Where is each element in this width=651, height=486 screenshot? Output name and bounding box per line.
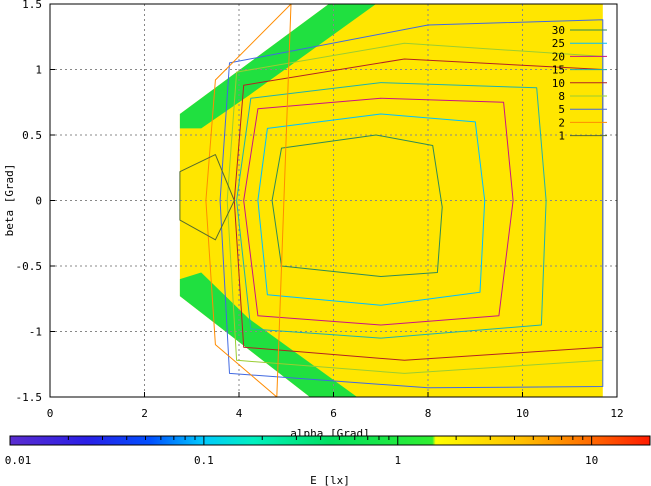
legend-label: 2 — [558, 116, 565, 129]
y-tick-label: 1.5 — [22, 0, 42, 11]
contour-line-30 — [271, 134, 443, 277]
contour-line-1 — [179, 154, 235, 241]
contour-line-10 — [233, 58, 604, 361]
y-axis-label: beta [Grad] — [3, 164, 16, 237]
legend-label: 8 — [558, 90, 565, 103]
colorbar-gradient — [9, 435, 651, 446]
contour-line-2 — [205, 4, 292, 397]
colorbar-tick-label: 10 — [585, 454, 598, 467]
x-tick-label: 0 — [47, 407, 54, 420]
colorbar-tick-label: 0.1 — [194, 454, 214, 467]
x-tick-label: 2 — [141, 407, 148, 420]
contour-line-20 — [243, 97, 514, 326]
y-tick-label: 0 — [35, 195, 42, 208]
y-tick-label: 1 — [35, 64, 42, 77]
colorbar: 0.01 0.1 1 10 — [5, 435, 651, 467]
contour-line-8 — [226, 42, 604, 374]
contour-line-25 — [257, 113, 486, 306]
legend-label: 30 — [552, 24, 565, 37]
y-tick-label: -0.5 — [16, 260, 43, 273]
x-tick-label: 4 — [236, 407, 243, 420]
grid-lines — [50, 4, 617, 397]
contour-lines — [179, 4, 604, 397]
x-tick-label: 12 — [610, 407, 623, 420]
colorbar-label: E [lx] — [310, 474, 350, 486]
contour-line-15 — [236, 82, 547, 339]
heatmap-edge-bottom — [179, 4, 376, 129]
x-tick-label: 8 — [425, 407, 432, 420]
legend-label: 5 — [558, 103, 565, 116]
colorbar-tick-label: 0.01 — [5, 454, 32, 467]
x-tick-label: 6 — [330, 407, 337, 420]
legend-label: 15 — [552, 64, 565, 77]
legend-label: 1 — [558, 130, 565, 143]
contour-line-5 — [219, 19, 604, 389]
legend-label: 25 — [552, 37, 565, 50]
colorbar-tick-label: 1 — [394, 454, 401, 467]
x-tick-label: 10 — [516, 407, 529, 420]
y-tick-label: 0.5 — [22, 129, 42, 142]
legend-label: 20 — [552, 50, 565, 63]
colorbar-ticks: 0.01 0.1 1 10 — [5, 436, 651, 467]
y-tick-label: -1 — [29, 326, 42, 339]
legend-label: 10 — [552, 77, 565, 90]
axis-ticks: 0 2 4 6 8 10 12-1.5-1-0.500.511.5 — [16, 0, 624, 420]
y-tick-label: -1.5 — [16, 391, 43, 404]
